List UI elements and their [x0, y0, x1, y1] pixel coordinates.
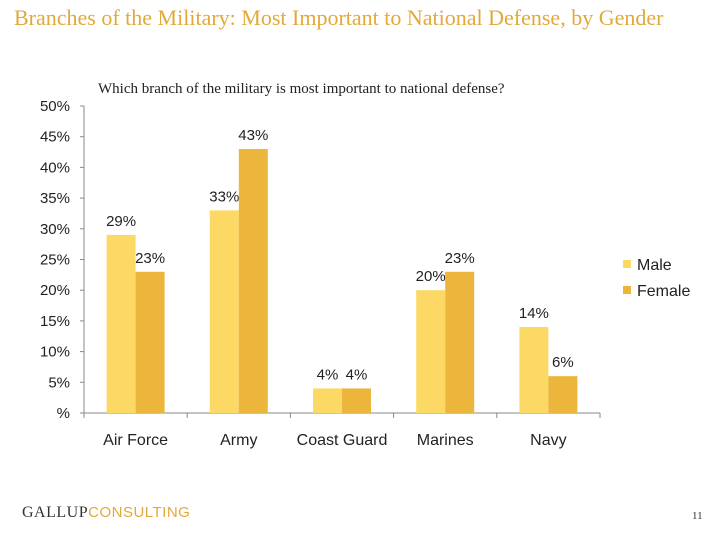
bar-female	[238, 148, 268, 414]
data-label: 33%	[209, 188, 239, 205]
data-label: 4%	[346, 366, 368, 383]
chart-question: Which branch of the military is most imp…	[98, 81, 505, 97]
y-tick-label: 10%	[40, 344, 70, 361]
data-label: 23%	[445, 250, 475, 267]
x-tick-label: Army	[220, 432, 257, 449]
legend-label: Male	[637, 257, 672, 274]
bar-male	[106, 234, 136, 413]
bar-male	[416, 290, 446, 413]
x-tick-label: Air Force	[103, 432, 168, 449]
logo-secondary: CONSULTING	[88, 504, 191, 521]
legend-swatch-male	[623, 260, 631, 268]
y-tick-label: 30%	[40, 221, 70, 238]
data-label: 14%	[519, 305, 549, 322]
page-number: 11	[692, 510, 703, 522]
y-tick-label: 20%	[40, 282, 70, 299]
bar-female	[135, 271, 165, 413]
legend-label: Female	[637, 283, 690, 300]
y-tick-label: 45%	[40, 129, 70, 146]
y-tick-label: 50%	[40, 98, 70, 115]
bar-male	[313, 388, 342, 413]
y-tick-label: 40%	[40, 159, 70, 176]
data-label: 6%	[552, 354, 574, 371]
y-tick-label: 25%	[40, 252, 70, 269]
legend-swatch-female	[623, 286, 631, 294]
page-title: Branches of the Military: Most Important…	[14, 5, 664, 30]
y-tick-label: 15%	[40, 313, 70, 330]
y-tick-label: %	[57, 405, 70, 422]
bar-female	[445, 271, 475, 413]
gallup-consulting-logo: GALLUPCONSULTING	[22, 504, 190, 522]
x-tick-label: Coast Guard	[297, 432, 388, 449]
bar-female	[342, 388, 371, 413]
y-tick-label: 5%	[48, 374, 70, 391]
logo-primary: GALLUP	[22, 504, 89, 521]
data-label: 29%	[106, 213, 136, 230]
data-label: 20%	[416, 268, 446, 285]
bar-male	[209, 210, 239, 413]
data-label: 23%	[135, 250, 165, 267]
data-label: 43%	[238, 127, 268, 144]
data-label: 4%	[317, 366, 339, 383]
x-tick-label: Navy	[530, 432, 566, 449]
bar-male	[519, 327, 549, 413]
bar-female	[548, 376, 578, 413]
x-tick-label: Marines	[417, 432, 474, 449]
y-tick-label: 35%	[40, 190, 70, 207]
